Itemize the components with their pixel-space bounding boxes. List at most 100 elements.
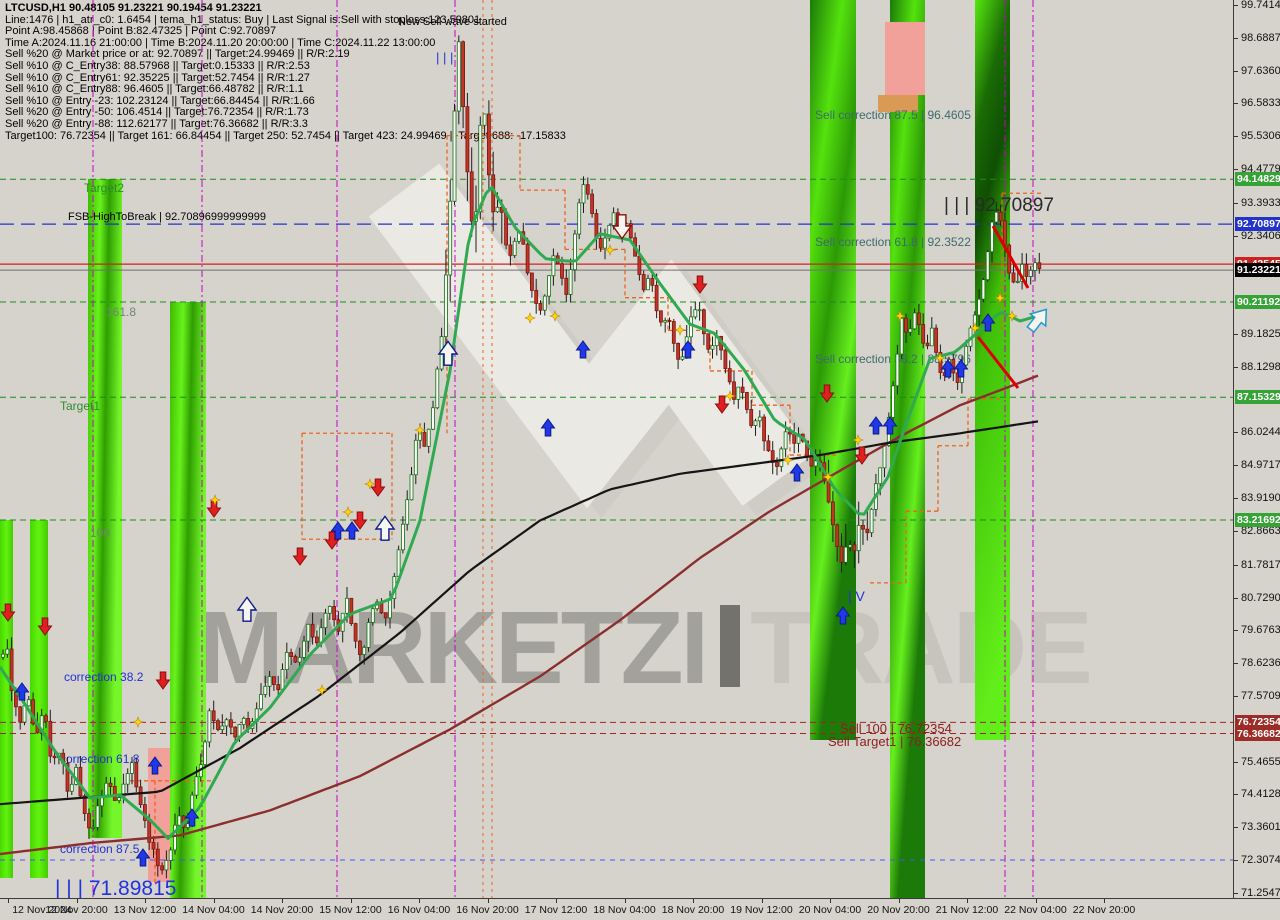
info-line: Sell %10 @ C_Entry61: 92.35225 || Target… — [5, 71, 310, 84]
zone-band — [878, 95, 918, 112]
star-marker-icon — [782, 454, 794, 466]
price-badge: 90.21192 — [1235, 294, 1280, 309]
sell-arrow-icon — [0, 603, 16, 622]
chart-annotation: Sell correction 61.8 | 92.3522 — [815, 235, 971, 249]
price-badge: 92.70897 — [1235, 217, 1280, 232]
star-marker-icon — [342, 506, 354, 518]
time-tick-label: 17 Nov 12:00 — [524, 904, 588, 916]
buy-arrow-icon — [236, 596, 258, 622]
time-tick-label: 14 Nov 20:00 — [250, 904, 314, 916]
buy-arrow-icon — [789, 463, 805, 482]
price-tick-label: 73.36010 — [1241, 821, 1280, 834]
info-line: Sell %20 @ Entry -88: 112.62177 || Targe… — [5, 117, 308, 130]
buy-arrow-icon — [374, 515, 396, 541]
info-line: Point A:98.45868 | Point B:82.47325 | Po… — [5, 25, 277, 38]
price-tick-label: 86.02440 — [1241, 426, 1280, 439]
buy-arrow-icon — [980, 313, 996, 332]
buy-arrow-icon — [868, 416, 884, 435]
sell-arrow-icon — [352, 511, 368, 530]
buy-arrow-icon — [953, 359, 969, 378]
buy-arrow-icon — [344, 521, 360, 540]
info-line: Target100: 76.72354 || Target 161: 66.84… — [5, 129, 566, 142]
price-badge: 94.14829 — [1235, 172, 1280, 187]
chart-annotation: Target1 — [60, 399, 100, 413]
info-line: Sell %10 @ C_Entry88: 96.4605 || Target:… — [5, 83, 304, 96]
buy-arrow-icon — [184, 808, 200, 827]
price-badge: 83.21692 — [1235, 513, 1280, 527]
sell-arrow-icon — [292, 547, 308, 566]
time-tick-label: 12 Nov 20:00 — [45, 904, 108, 916]
time-tick-label: 19 Nov 12:00 — [730, 904, 793, 916]
zone-band — [88, 179, 122, 838]
buy-arrow-icon — [1026, 308, 1048, 334]
info-line: Sell %10 @ Entry -23: 102.23124 || Targe… — [5, 94, 315, 107]
star-marker-icon — [934, 352, 946, 364]
price-tick-label: 88.12980 — [1241, 360, 1280, 373]
price-tick-label: 99.74140 — [1241, 0, 1280, 11]
price-tick-label: 80.72900 — [1241, 591, 1280, 604]
info-line: LTCUSD,H1 90.48105 91.23221 90.19454 91.… — [5, 2, 262, 14]
chart-surface[interactable]: New Sell wave started FSB-HighToBreak | 9… — [0, 0, 1233, 898]
price-tick-label: 97.63600 — [1241, 64, 1280, 77]
time-tick-label: 15 Nov 12:00 — [319, 904, 382, 916]
star-marker-icon — [894, 310, 906, 322]
time-tick-label: 20 Nov 04:00 — [798, 904, 862, 916]
buy-arrow-icon — [680, 340, 696, 359]
price-tick-label: 83.91900 — [1241, 492, 1280, 505]
price-tick-label: 78.62360 — [1241, 657, 1280, 670]
info-panel: LTCUSD,H1 90.48105 91.23221 90.19454 91.… — [5, 2, 566, 142]
time-tick-label: 22 Nov 20:00 — [1072, 904, 1136, 916]
info-line: Sell %20 @ Entry -50: 106.4514 || Target… — [5, 106, 309, 119]
info-line: Line:1476 | h1_atr_c0: 1.6454 | tema_h1_… — [5, 13, 481, 26]
star-marker-icon — [364, 478, 376, 490]
chart-annotation: correction 61.8 — [60, 752, 140, 766]
info-line: Time A:2024.11.16 21:00:00 | Time B:2024… — [5, 36, 436, 49]
price-tick-label: 96.58330 — [1241, 97, 1280, 110]
zone-band — [810, 0, 856, 740]
chart-annotation: | | | 71.89815 — [55, 877, 176, 898]
drawn-trendline — [991, 225, 1030, 289]
chart-annotation: | V — [848, 588, 866, 604]
sell-arrow-icon — [611, 214, 633, 240]
chart-annotation: New Sell wave started — [398, 16, 507, 28]
price-tick-label: 72.30740 — [1241, 854, 1280, 867]
sell-arrow-icon — [854, 446, 870, 465]
time-tick-label: 16 Nov 20:00 — [456, 904, 519, 916]
chart-annotation: 161.8 — [106, 305, 136, 319]
time-tick-label: 16 Nov 04:00 — [387, 904, 451, 916]
time-tick-label: 22 Nov 04:00 — [1004, 904, 1067, 916]
price-badge: 87.15329 — [1235, 390, 1280, 405]
price-tick-label: 95.53060 — [1241, 130, 1280, 143]
star-marker-icon — [724, 390, 736, 402]
star-marker-icon — [132, 716, 144, 728]
buy-arrow-icon — [882, 416, 898, 435]
star-marker-icon — [316, 684, 328, 696]
zone-band — [885, 22, 925, 95]
star-marker-icon — [1006, 310, 1018, 322]
sell-arrow-icon — [819, 384, 835, 403]
price-tick-label: 92.34060 — [1241, 229, 1280, 242]
price-axis[interactable]: 99.74140 98.68870 97.63600 96.58330 95.53060… — [1233, 0, 1280, 899]
time-tick-label: 18 Nov 04:00 — [593, 904, 656, 916]
chart-annotation: | | | 92.70897 — [944, 195, 1054, 216]
star-marker-icon — [524, 312, 536, 324]
chart-annotation: 100 — [90, 526, 110, 540]
star-marker-icon — [994, 292, 1006, 304]
chart-annotation: | | | — [436, 50, 453, 65]
price-tick-label: 81.78170 — [1241, 558, 1280, 571]
chart-annotation: Sell Target1 | 76.36682 — [828, 734, 961, 749]
chart-annotation: Target2 — [84, 181, 124, 195]
star-marker-icon — [549, 310, 561, 322]
sell-arrow-icon — [370, 478, 386, 497]
price-tick-label: 77.57090 — [1241, 689, 1280, 702]
info-line: Sell %20 @ Market price or at: 92.70897 … — [5, 48, 350, 61]
chart-annotation: Sell correction 87.5 | 96.4605 — [815, 108, 971, 122]
chart-annotation: Sell correction 38.2 | 88.5796 — [815, 352, 971, 366]
buy-arrow-icon — [330, 521, 346, 540]
sell-arrow-icon — [324, 531, 340, 550]
price-tick-label: 84.97170 — [1241, 459, 1280, 472]
price-badge: 91.23221 — [1235, 263, 1280, 278]
star-marker-icon — [604, 244, 616, 256]
time-axis[interactable]: 12 Nov 2024 12 Nov 20:00 13 Nov 12:00 14 No… — [0, 898, 1280, 920]
